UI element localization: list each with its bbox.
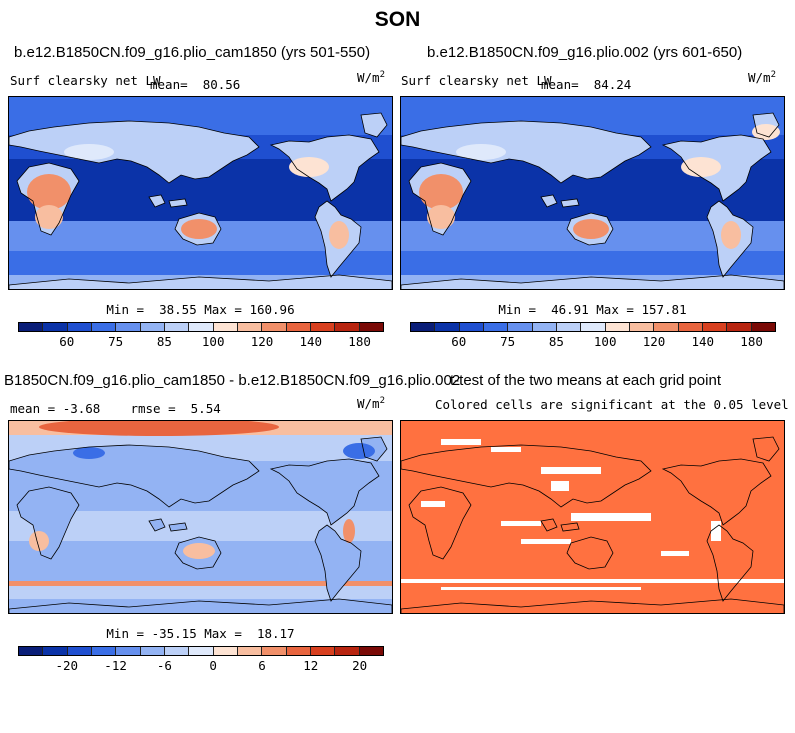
colorbar-swatch (459, 323, 484, 331)
colorbar-swatch (164, 647, 190, 655)
colorbar-swatch (435, 323, 460, 331)
colorbar-swatch (189, 647, 214, 655)
colorbar-swatch (678, 323, 703, 331)
colorbar-swatch (67, 647, 92, 655)
colorbar-swatch (532, 323, 557, 331)
colorbar-tick-label: 12 (303, 658, 319, 673)
colorbar-swatch (359, 323, 383, 331)
panel2-run-label: b.e12.B1850CN.f09_g16.plio.002 (yrs 601-… (427, 44, 743, 61)
panel3-minmax: Min = -35.15 Max = 18.17 (106, 626, 295, 641)
colorbar-swatch (43, 647, 68, 655)
panel3-colorbar (18, 646, 384, 656)
colorbar-swatch (213, 647, 238, 655)
colorbar-swatch (19, 647, 44, 655)
colorbar-tick-label: 120 (642, 334, 666, 349)
colorbar-swatch (483, 323, 509, 331)
panel4-subtitle: Colored cells are significant at the 0.0… (435, 397, 789, 412)
panel1-variable-label: Surf clearsky net LW (10, 73, 161, 88)
colorbar-tick-label: 85 (156, 334, 172, 349)
colorbar-swatch (189, 323, 214, 331)
colorbar-tick-label: 180 (348, 334, 371, 349)
colorbar-tick-label: 0 (209, 658, 217, 673)
colorbar-tick-label: -12 (104, 658, 127, 673)
colorbar-swatch (237, 323, 263, 331)
colorbar-swatch (91, 323, 117, 331)
panel1-minmax: Min = 38.55 Max = 160.96 (106, 302, 295, 317)
colorbar-tick-label: 20 (352, 658, 368, 673)
panel1-run-label: b.e12.B1850CN.f09_g16.plio_cam1850 (yrs … (14, 44, 371, 61)
panel2-mean-value: 84.24 (593, 77, 632, 92)
colorbar-tick-label: 60 (59, 334, 75, 349)
panel3-units: W/m2 (357, 396, 385, 412)
colorbar-swatch (359, 647, 383, 655)
panel2-minmax: Min = 46.91 Max = 157.81 (498, 302, 687, 317)
colorbar-swatch (140, 323, 165, 331)
colorbar-swatch (19, 323, 44, 331)
colorbar-swatch (556, 323, 582, 331)
colorbar-swatch (702, 323, 728, 331)
colorbar-swatch (508, 323, 533, 331)
colorbar-swatch (335, 323, 360, 331)
panel1-units: W/m2 (357, 70, 385, 86)
colorbar-swatch (605, 323, 630, 331)
colorbar-swatch (286, 647, 311, 655)
colorbar-swatch (262, 323, 287, 331)
colorbar-tick-label: -20 (55, 658, 79, 673)
colorbar-swatch (116, 647, 141, 655)
panel4-run-label: t-test of the two means at each grid poi… (450, 372, 721, 389)
panel2-map (400, 96, 785, 290)
colorbar-swatch (411, 323, 436, 331)
colorbar-swatch (310, 323, 336, 331)
colorbar-tick-label: 60 (451, 334, 467, 349)
colorbar-swatch (581, 323, 606, 331)
panel2-variable-label: Surf clearsky net LW (401, 73, 552, 88)
panel2-units: W/m2 (748, 70, 776, 86)
panel1-mean-value: 80.56 (202, 77, 241, 92)
panel3-colorbar-ticks: -20 -12 -6 0 6 12 20 (18, 658, 384, 674)
colorbar-tick-label: 6 (258, 658, 266, 673)
panel1-map (8, 96, 393, 290)
colorbar-swatch (286, 323, 311, 331)
colorbar-swatch (310, 647, 336, 655)
panel3-rmse-label: rmse = (130, 401, 176, 416)
panel3-map (8, 420, 393, 614)
panel1-colorbar-ticks: 60 75 85 100 120 140 180 (18, 334, 384, 350)
panel4-map (400, 420, 785, 614)
panel2-colorbar (410, 322, 776, 332)
colorbar-swatch (654, 323, 679, 331)
panel3-mean-label: mean = -3.68 rmse = 5.54 (10, 401, 221, 416)
panel1-mean-label: mean= 80.56 (150, 77, 241, 92)
colorbar-swatch (213, 323, 238, 331)
colorbar-swatch (116, 323, 141, 331)
panel3-run-label: B1850CN.f09_g16.plio_cam1850 - b.e12.B18… (4, 372, 461, 389)
colorbar-tick-label: 75 (500, 334, 516, 349)
colorbar-swatch (237, 647, 263, 655)
colorbar-swatch (727, 323, 752, 331)
panel3-mean-value: -3.68 (62, 401, 101, 416)
colorbar-swatch (43, 323, 68, 331)
colorbar-swatch (140, 647, 165, 655)
colorbar-swatch (335, 647, 360, 655)
colorbar-tick-label: 140 (299, 334, 323, 349)
colorbar-swatch (164, 323, 190, 331)
panel2-colorbar-ticks: 60 75 85 100 120 140 180 (410, 334, 776, 350)
colorbar-tick-label: 100 (201, 334, 225, 349)
colorbar-tick-label: 120 (250, 334, 274, 349)
figure-title: SON (374, 8, 421, 31)
colorbar-swatch (751, 323, 775, 331)
colorbar-swatch (629, 323, 655, 331)
colorbar-swatch (67, 323, 92, 331)
colorbar-tick-label: 180 (740, 334, 763, 349)
colorbar-swatch (91, 647, 117, 655)
colorbar-tick-label: 140 (691, 334, 715, 349)
colorbar-tick-label: 75 (108, 334, 124, 349)
panel3-rmse-value: 5.54 (190, 401, 221, 416)
panel2-mean-label: mean= 84.24 (541, 77, 632, 92)
colorbar-tick-label: 85 (548, 334, 564, 349)
colorbar-tick-label: -6 (156, 658, 172, 673)
colorbar-tick-label: 100 (593, 334, 617, 349)
colorbar-swatch (262, 647, 287, 655)
panel1-colorbar (18, 322, 384, 332)
